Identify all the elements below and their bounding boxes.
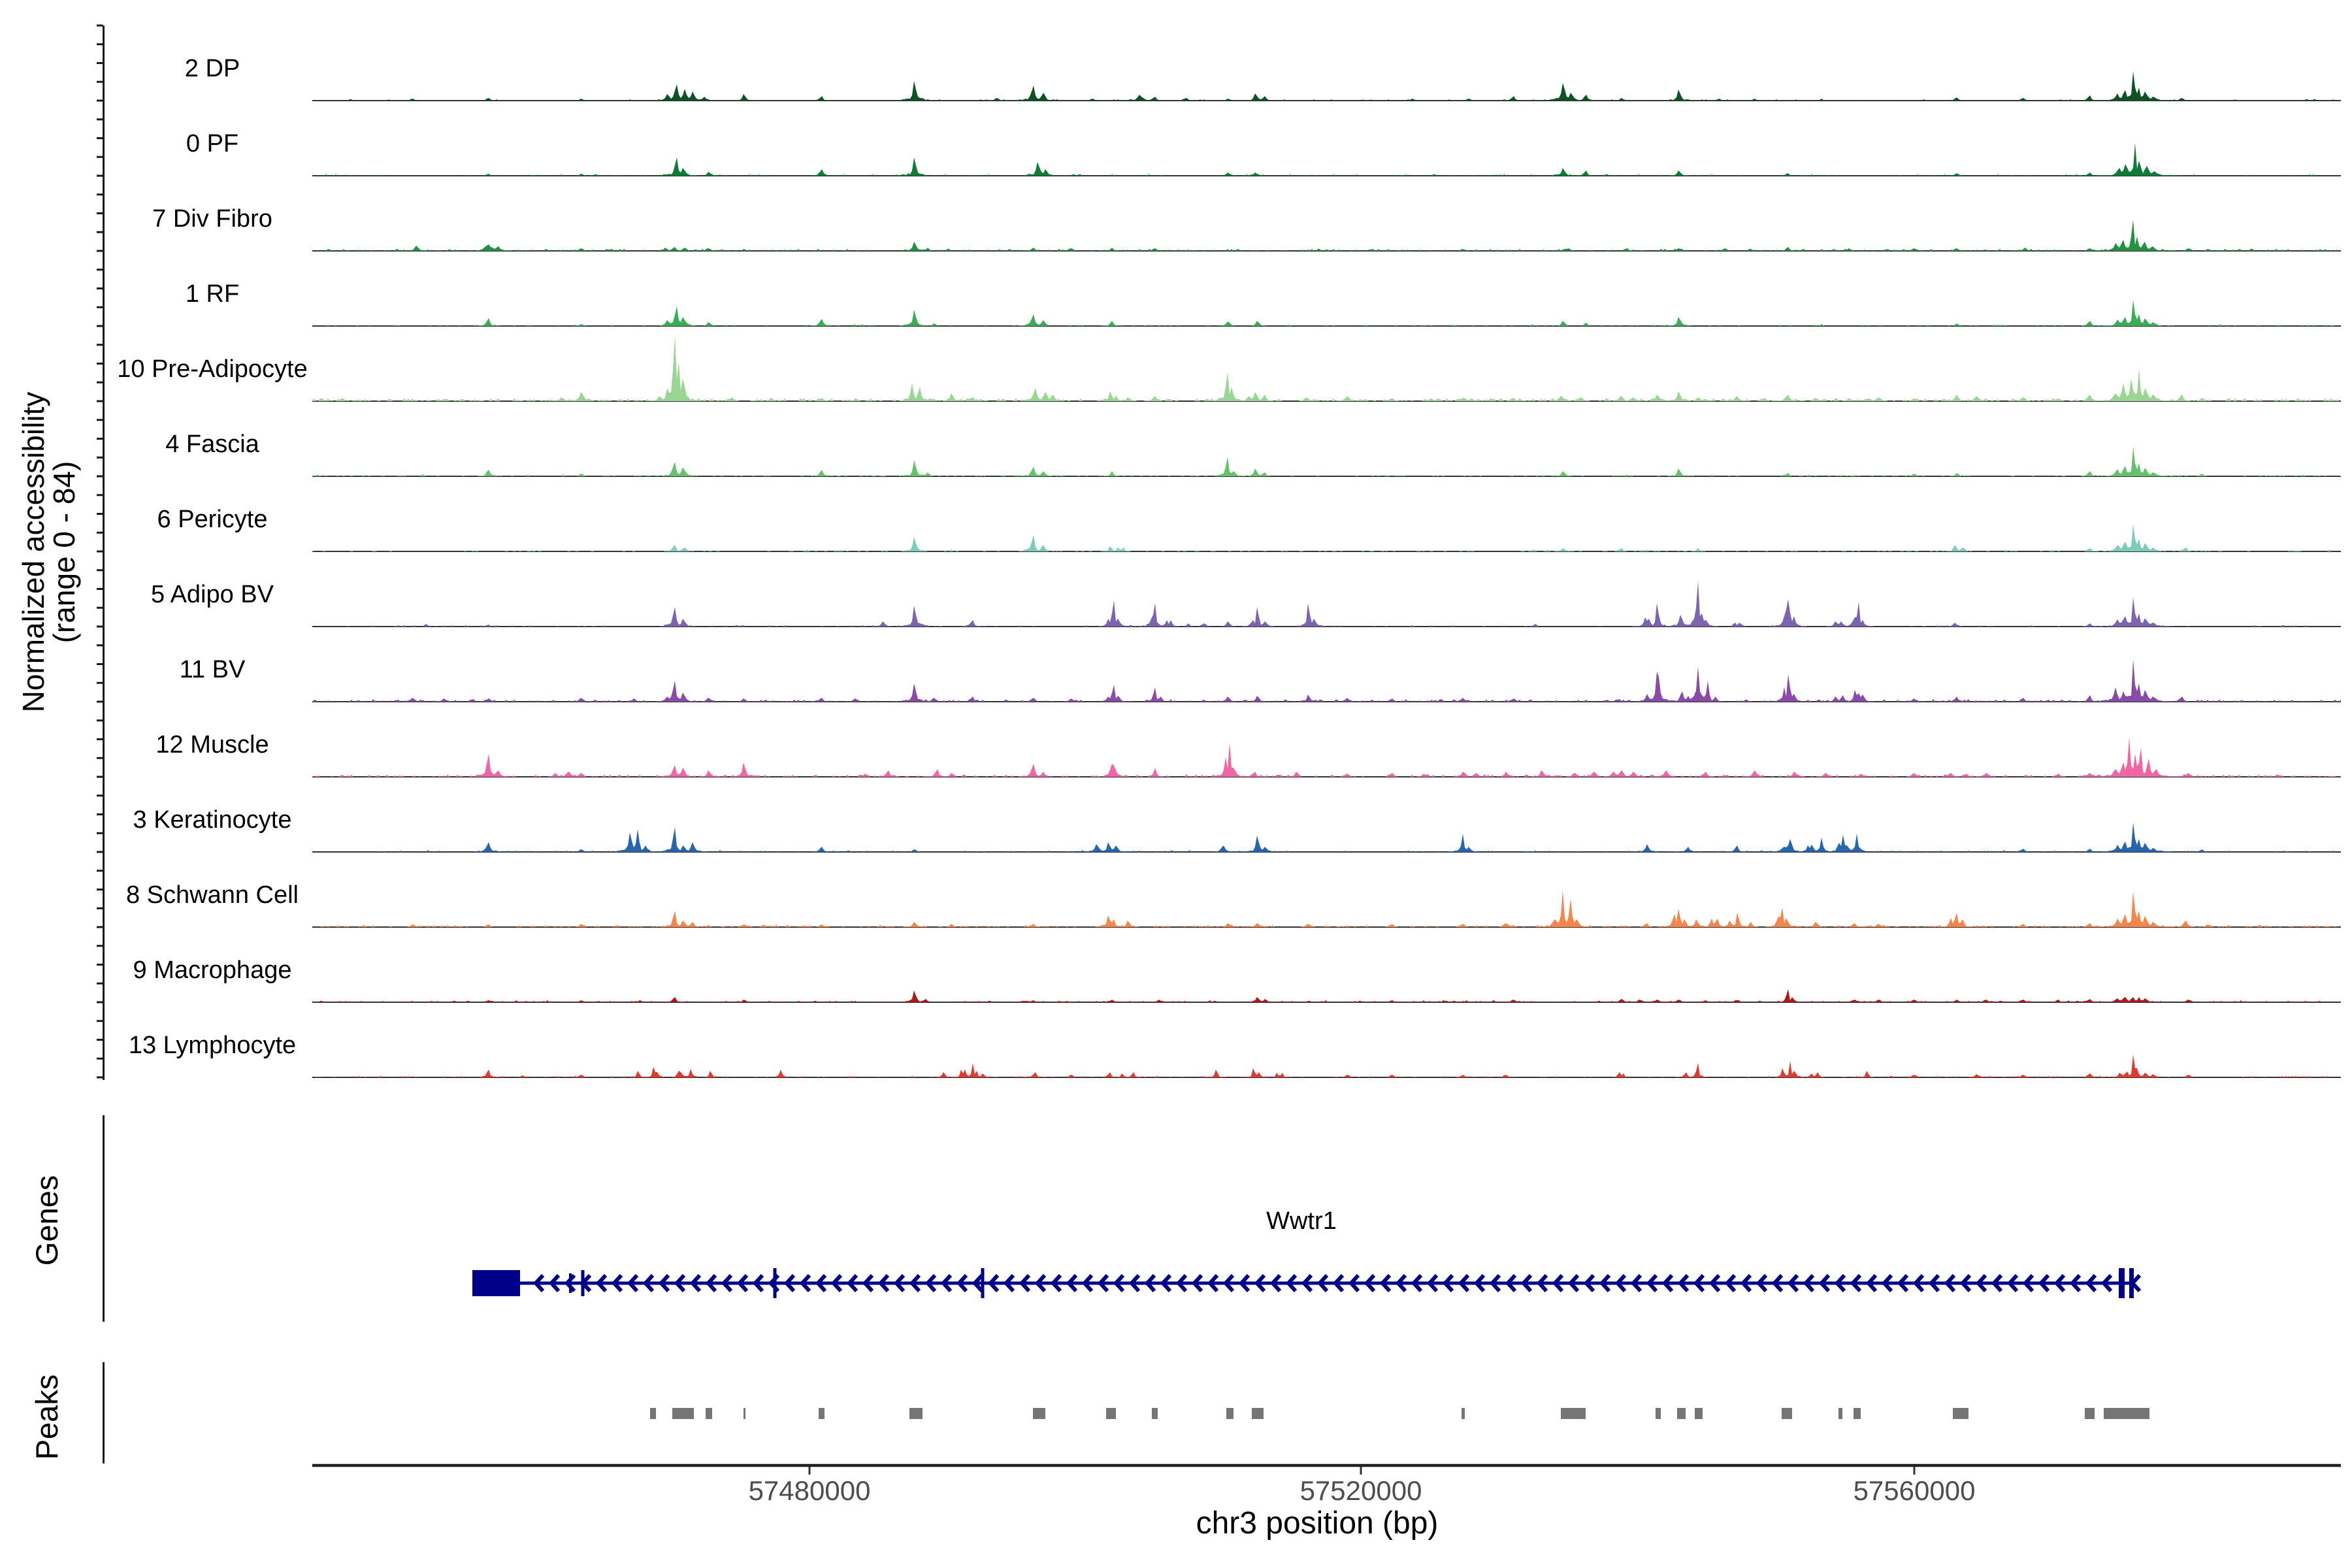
- svg-text:11 BV: 11 BV: [180, 656, 246, 683]
- svg-text:0 PF: 0 PF: [186, 130, 238, 157]
- svg-text:12 Muscle: 12 Muscle: [155, 731, 269, 759]
- svg-text:13 Lymphocyte: 13 Lymphocyte: [129, 1032, 296, 1059]
- svg-text:57520000: 57520000: [1300, 1475, 1422, 1506]
- svg-text:1 RF: 1 RF: [186, 280, 239, 308]
- svg-text:10 Pre-Adipocyte: 10 Pre-Adipocyte: [117, 355, 308, 383]
- svg-text:Genes: Genes: [29, 1175, 64, 1266]
- svg-text:2 DP: 2 DP: [185, 55, 240, 82]
- svg-text:3 Keratinocyte: 3 Keratinocyte: [133, 806, 292, 834]
- svg-text:9 Macrophage: 9 Macrophage: [133, 956, 292, 984]
- svg-text:6 Pericyte: 6 Pericyte: [157, 506, 268, 533]
- svg-text:57560000: 57560000: [1854, 1475, 1976, 1506]
- svg-text:57480000: 57480000: [749, 1475, 871, 1506]
- svg-text:Normalized accessibility: Normalized accessibility: [16, 392, 50, 713]
- svg-text:4 Fascia: 4 Fascia: [165, 431, 259, 458]
- svg-text:(range 0 - 84): (range 0 - 84): [47, 461, 81, 644]
- svg-text:8 Schwann Cell: 8 Schwann Cell: [126, 881, 299, 909]
- svg-text:Wwtr1: Wwtr1: [1266, 1207, 1337, 1235]
- svg-text:7 Div Fibro: 7 Div Fibro: [152, 205, 272, 233]
- svg-text:Peaks: Peaks: [29, 1375, 64, 1460]
- svg-text:chr3 position (bp): chr3 position (bp): [1196, 1506, 1439, 1541]
- svg-text:5 Adipo BV: 5 Adipo BV: [151, 581, 274, 608]
